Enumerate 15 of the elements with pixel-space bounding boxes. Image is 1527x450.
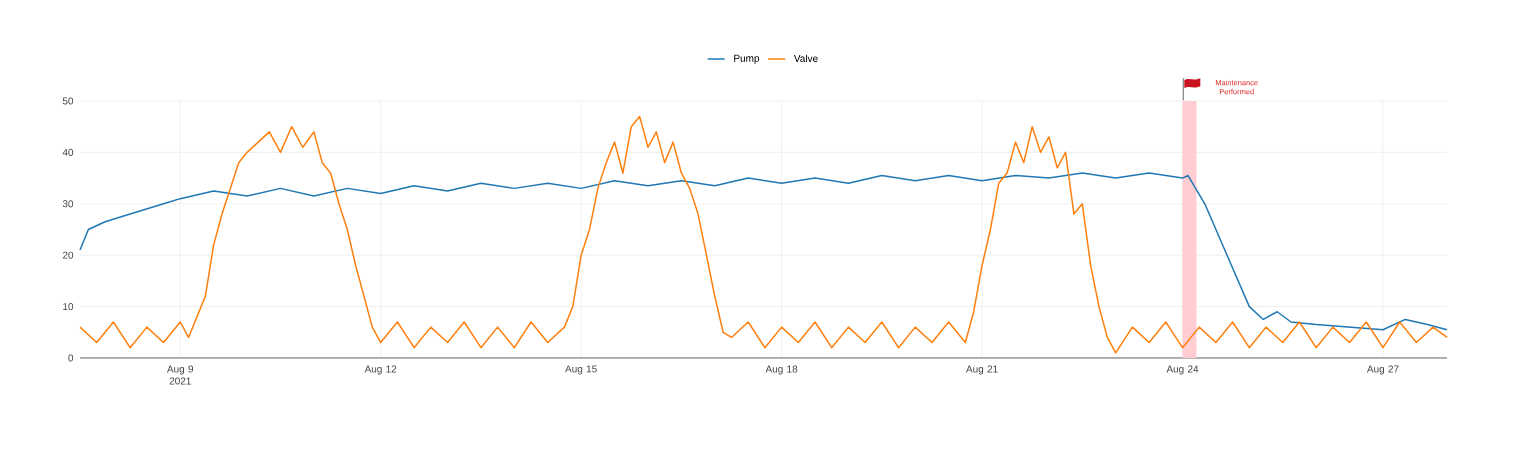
y-tick-label: 30: [62, 200, 74, 208]
y-tick-label: 0: [68, 354, 74, 362]
x-tick-label: Aug 18: [765, 365, 798, 375]
x-tick-label: Aug 24: [1166, 365, 1199, 375]
y-tick-label: 10: [63, 303, 74, 311]
y-tick-label: 40: [62, 148, 74, 156]
x-tick-label: Aug 9 2021: [166, 365, 194, 385]
y-tick-label: 20: [62, 251, 74, 259]
legend-label: Pump: [734, 54, 760, 64]
x-tick-label: Aug 27: [1366, 365, 1399, 375]
x-tick-label: Aug 21: [966, 365, 998, 375]
y-tick-label: 50: [62, 97, 74, 105]
x-tick-label: Aug 15: [565, 365, 597, 375]
legend-label: Valve: [793, 54, 818, 62]
x-tick-label: Aug 12: [364, 365, 397, 375]
